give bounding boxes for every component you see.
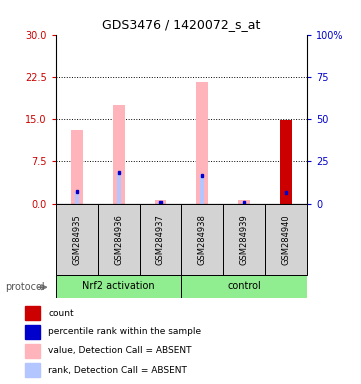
Bar [285, 191, 287, 194]
Text: GSM284937: GSM284937 [156, 214, 165, 265]
Bar [76, 190, 78, 193]
Text: count: count [48, 309, 74, 318]
Bar [98, 204, 140, 275]
Bar [117, 172, 121, 204]
Bar [25, 363, 40, 377]
Bar [75, 192, 79, 204]
Bar [238, 200, 250, 204]
Bar [140, 204, 181, 275]
Bar [243, 201, 245, 204]
Bar [265, 204, 307, 275]
Bar [155, 200, 166, 204]
Bar [158, 203, 162, 204]
Text: GSM284938: GSM284938 [198, 214, 207, 265]
Bar [118, 171, 120, 174]
Bar [200, 175, 204, 204]
Bar [284, 192, 288, 204]
Text: protocol: protocol [5, 282, 44, 292]
Text: Nrf2 activation: Nrf2 activation [82, 281, 155, 291]
Text: rank, Detection Call = ABSENT: rank, Detection Call = ABSENT [48, 366, 187, 375]
Text: percentile rank within the sample: percentile rank within the sample [48, 327, 201, 336]
Bar [196, 83, 208, 204]
Bar [242, 203, 246, 204]
Bar [159, 201, 162, 204]
Title: GDS3476 / 1420072_s_at: GDS3476 / 1420072_s_at [102, 18, 261, 31]
Bar [56, 275, 181, 298]
Text: value, Detection Call = ABSENT: value, Detection Call = ABSENT [48, 346, 192, 356]
Bar [280, 120, 292, 204]
Bar [181, 275, 307, 298]
Bar [56, 204, 98, 275]
Bar [25, 325, 40, 339]
Bar [25, 306, 40, 320]
Text: GSM284935: GSM284935 [72, 214, 81, 265]
Bar [71, 130, 83, 204]
Text: GSM284940: GSM284940 [282, 214, 291, 265]
Bar [113, 105, 125, 204]
Text: GSM284939: GSM284939 [240, 214, 249, 265]
Bar [201, 174, 204, 177]
Bar [25, 344, 40, 358]
Bar [181, 204, 223, 275]
Bar [223, 204, 265, 275]
Text: GSM284936: GSM284936 [114, 214, 123, 265]
Text: control: control [227, 281, 261, 291]
